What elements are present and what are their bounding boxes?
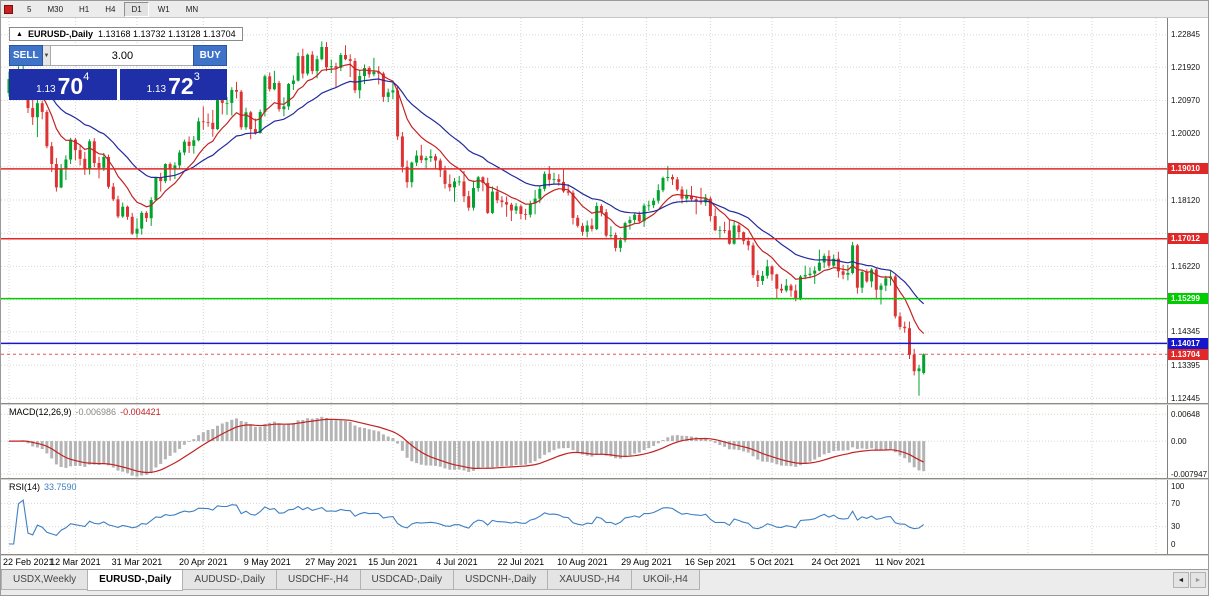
ask-price-sup: 3 [193, 71, 200, 83]
level-price-badge: 1.19010 [1168, 163, 1208, 175]
price-tick-label: 1.13395 [1171, 360, 1200, 370]
timeframe-toolbar: 5 M30 H1 H4 D1 W1 MN [1, 1, 1208, 18]
macd-axis: 0.00648 0.00 -0.007947 [1168, 405, 1208, 479]
rsi-indicator-pane[interactable] [1, 480, 1167, 554]
tab-scroll-buttons: ◄ ► [1173, 570, 1208, 588]
rsi-value: 33.7590 [44, 482, 77, 492]
rsi-axis: 100 70 30 0 [1168, 480, 1208, 554]
bid-price-sup: 4 [83, 71, 90, 83]
timeframe-button-d1[interactable]: D1 [124, 1, 149, 17]
time-axis[interactable]: 22 Feb 2021 12 Mar 2021 31 Mar 2021 20 Apr … [1, 556, 1167, 569]
one-click-trade-panel: SELL ▼ BUY 1.13 70 4 1.13 72 3 [9, 45, 228, 100]
ask-price-panel[interactable]: 1.13 72 3 [119, 69, 227, 100]
macd-indicator-pane[interactable] [1, 405, 1167, 478]
price-tick-label: 1.20020 [1171, 129, 1200, 139]
macd-value-signal: -0.004421 [120, 407, 161, 417]
chart-tab-usdchf-h4[interactable]: USDCHF-,H4 [275, 570, 361, 590]
chart-title-box: ▲ EURUSD-,Daily 1.13168 1.13732 1.13128 … [9, 27, 243, 41]
chart-tab-eurusd-daily[interactable]: EURUSD-,Daily [87, 570, 184, 591]
buy-button[interactable]: BUY [193, 45, 228, 66]
date-tick-label: 20 Apr 2021 [179, 557, 228, 567]
level-price-badge: 1.17012 [1168, 233, 1208, 245]
chart-tab-usdx-weekly[interactable]: USDX,Weekly [1, 570, 89, 590]
date-tick-label: 22 Feb 2021 [3, 557, 54, 567]
current-price-badge: 1.13704 [1168, 348, 1208, 360]
timeframe-button-w1[interactable]: W1 [157, 4, 170, 14]
chart-ohlc: 1.13168 1.13732 1.13128 1.13704 [97, 29, 236, 39]
price-tick-label: 1.12445 [1171, 393, 1200, 403]
pane-separator[interactable] [1, 478, 1208, 480]
timeframe-button-h4[interactable]: H4 [105, 4, 116, 14]
level-price-badge: 1.14017 [1168, 337, 1208, 349]
date-tick-label: 31 Mar 2021 [111, 557, 163, 567]
chart-tab-xauusd-h4[interactable]: XAUUSD-,H4 [547, 570, 632, 590]
price-tick-label: 1.16220 [1171, 261, 1200, 271]
collapse-icon[interactable]: ▲ [16, 30, 23, 38]
macd-tick-label: -0.007947 [1171, 469, 1208, 479]
app-icon [4, 4, 13, 14]
macd-label: MACD(12,26,9) -0.006986 -0.004421 [9, 407, 165, 418]
rsi-tick-label: 30 [1171, 522, 1180, 532]
chevron-down-icon: ▼ [43, 52, 50, 59]
tab-scroll-right-icon[interactable]: ► [1190, 572, 1206, 588]
tab-scroll-left-icon[interactable]: ◄ [1173, 572, 1189, 588]
timeframe-button-5[interactable]: 5 [27, 4, 32, 14]
date-tick-label: 27 May 2021 [305, 557, 358, 567]
macd-value-main: -0.006986 [75, 407, 117, 417]
bid-price-panel[interactable]: 1.13 70 4 [9, 69, 117, 100]
macd-tick-label: 0.00 [1171, 436, 1187, 446]
rsi-tick-label: 100 [1171, 481, 1185, 491]
date-tick-label: 4 Jul 2021 [436, 557, 478, 567]
price-tick-label: 1.20970 [1171, 95, 1200, 105]
bid-price-prefix: 1.13 [36, 84, 56, 95]
candlestick-chart[interactable] [1, 18, 1167, 403]
date-tick-label: 12 Mar 2021 [50, 557, 101, 567]
date-tick-label: 29 Aug 2021 [621, 557, 672, 567]
chart-tab-usdcad-daily[interactable]: USDCAD-,Daily [359, 570, 455, 590]
date-tick-label: 5 Oct 2021 [750, 557, 795, 567]
chart-tab-ukoil-h4[interactable]: UKOil-,H4 [630, 570, 700, 590]
chart-tabs: USDX,Weekly EURUSD-,Daily AUDUSD-,Daily USD… [1, 570, 700, 591]
chart-canvas[interactable] [1, 18, 1208, 569]
date-tick-label: 11 Nov 2021 [874, 557, 926, 567]
chart-tab-usdcnh-daily[interactable]: USDCNH-,Daily [453, 570, 549, 590]
ask-price-big: 72 [168, 73, 194, 99]
rsi-tick-label: 70 [1171, 498, 1180, 508]
timeframe-button-h1[interactable]: H1 [79, 4, 90, 14]
chart-title: EURUSD-,Daily [27, 29, 93, 39]
macd-tick-label: 0.00648 [1171, 409, 1200, 419]
rsi-name: RSI(14) [9, 482, 41, 492]
price-tick-label: 1.22845 [1171, 30, 1200, 40]
sell-button[interactable]: SELL [9, 45, 43, 66]
date-tick-label: 24 Oct 2021 [811, 557, 861, 567]
period-buttons: 5 M30 H1 H4 D1 W1 MN [20, 1, 207, 17]
rsi-tick-label: 0 [1171, 539, 1176, 549]
timeframe-button-m30[interactable]: M30 [47, 4, 64, 14]
price-tick-label: 1.21920 [1171, 62, 1200, 72]
macd-name: MACD(12,26,9) [9, 407, 72, 417]
price-axis-main: 1.22845 1.21920 1.20970 1.20020 1.18120 1.162… [1168, 18, 1208, 403]
rsi-label: RSI(14) 33.7590 [9, 482, 81, 493]
pane-separator[interactable] [1, 403, 1208, 405]
date-tick-label: 10 Aug 2021 [557, 557, 608, 567]
date-tick-label: 15 Jun 2021 [368, 557, 418, 567]
bid-price-big: 70 [57, 73, 84, 99]
level-price-badge: 1.15299 [1168, 293, 1208, 305]
price-axis[interactable]: 1.22845 1.21920 1.20970 1.20020 1.18120 1.162… [1167, 18, 1208, 556]
date-tick-label: 9 May 2021 [243, 557, 291, 567]
volume-dropdown-button[interactable]: ▼ [42, 45, 52, 66]
date-tick-label: 22 Jul 2021 [497, 557, 545, 567]
date-tick-label: 16 Sep 2021 [684, 557, 736, 567]
timeframe-button-mn[interactable]: MN [185, 4, 199, 14]
ask-price-prefix: 1.13 [146, 84, 167, 95]
price-tick-label: 1.18120 [1171, 195, 1200, 205]
pane-separator[interactable] [1, 554, 1208, 556]
volume-input[interactable] [51, 45, 194, 66]
chart-tab-bar: USDX,Weekly EURUSD-,Daily AUDUSD-,Daily USD… [1, 569, 1208, 595]
price-tick-label: 1.14345 [1171, 327, 1200, 337]
chart-tab-audusd-daily[interactable]: AUDUSD-,Daily [182, 570, 277, 590]
